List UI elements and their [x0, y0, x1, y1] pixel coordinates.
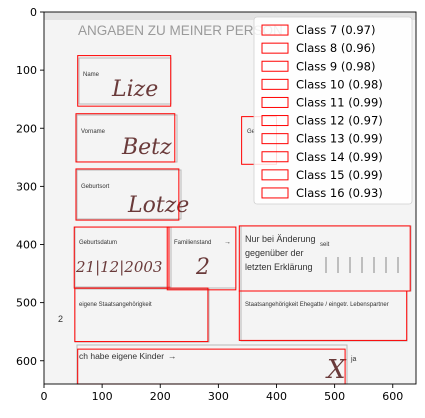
note-line-2: gegenüber der: [245, 248, 304, 258]
note-line-3: letzten Erklärung: [245, 262, 313, 272]
detection-box: [166, 226, 237, 291]
legend-label: Class 14 (0.99): [296, 150, 383, 164]
legend-label: Class 16 (0.93): [296, 186, 383, 200]
vorname-label: Vorname: [81, 129, 106, 135]
legend-label: Class 13 (0.99): [296, 132, 383, 146]
legend-label: Class 11 (0.99): [296, 95, 383, 109]
y-tick-label: 200: [16, 122, 37, 135]
legend-swatch: [261, 187, 289, 199]
ja-label: ja: [350, 356, 357, 363]
ge-fragment: Ge: [247, 129, 256, 135]
cross-mark: X: [325, 355, 347, 385]
note-line-1: Nur bei Änderung: [245, 234, 316, 244]
x-tick-label: 0: [41, 390, 48, 403]
geburtsdatum-value: 21|12|2003: [75, 258, 162, 276]
y-tick-label: 0: [30, 6, 37, 19]
legend-swatch: [261, 151, 289, 163]
y-tick-label: 400: [16, 239, 37, 252]
children-label: ch habe eigene Kinder: [79, 351, 164, 361]
x-tick-label: 500: [324, 390, 345, 403]
image-top-band: [44, 12, 416, 20]
geburtsort-label: Geburtsort: [81, 184, 110, 190]
familienstand-label: Familienstand: [174, 240, 211, 246]
y-tick-label: 500: [16, 297, 37, 310]
familienstand-value: 2: [195, 255, 210, 280]
y-axis: 0 100 200 300 400 500 600: [16, 6, 44, 368]
children-arrow: →: [168, 351, 177, 361]
x-tick-label: 600: [382, 390, 403, 403]
legend-swatch: [261, 115, 289, 127]
x-tick-label: 400: [266, 390, 287, 403]
legend-swatch: [261, 78, 289, 90]
detection-box: [74, 287, 209, 343]
x-tick-label: 100: [92, 390, 113, 403]
legend-label: Class 15 (0.99): [296, 168, 383, 182]
legend-swatch: [261, 42, 289, 54]
side-mark: 2: [58, 314, 63, 324]
detection-box: [75, 113, 176, 163]
legend-swatch: [261, 169, 289, 181]
x-tick-label: 200: [150, 390, 171, 403]
legend-label: Class 8 (0.96): [296, 41, 375, 55]
y-tick-label: 300: [16, 180, 37, 193]
x-tick-label: 300: [208, 390, 229, 403]
form-heading: ANGABEN ZU MEINER PERSON: [78, 23, 283, 38]
legend-label: Class 7 (0.97): [296, 23, 375, 37]
legend-swatch: [261, 96, 289, 108]
legend-label: Class 9 (0.98): [296, 59, 375, 73]
familienstand-arrow: →: [224, 239, 231, 246]
legend-swatch: [261, 24, 289, 36]
y-tick-label: 100: [16, 64, 37, 77]
y-tick-label: 600: [16, 355, 37, 368]
geburtsdatum-label: Geburtsdatum: [79, 240, 117, 246]
legend-label: Class 10 (0.98): [296, 77, 383, 91]
geburtsort-field-frame: [76, 169, 182, 220]
legend-swatch: [261, 133, 289, 145]
name-label: Name: [83, 72, 100, 78]
nationality-label: eigene Staatsangehörigkeit: [79, 302, 152, 308]
geburtsort-value: Lotze: [127, 193, 189, 218]
legend-label: Class 12 (0.97): [296, 114, 383, 128]
detection-box: [238, 290, 408, 341]
legend: Class 7 (0.97) Class 8 (0.96) Class 9 (0.9…: [253, 16, 413, 205]
detection-box: [75, 168, 180, 221]
axes-frame: [43, 11, 417, 385]
legend-box: [253, 16, 413, 205]
x-axis: 0 100 200 300 400 500 600: [41, 384, 403, 403]
name-value: Lize: [111, 77, 158, 102]
detection-box: [77, 55, 172, 107]
partner-nationality-label: Staatsangehörigkeit Ehegatte / eingetr. …: [245, 302, 389, 308]
seit-label: seit: [320, 242, 330, 248]
vorname-value: Betz: [121, 135, 172, 160]
legend-swatch: [261, 60, 289, 72]
